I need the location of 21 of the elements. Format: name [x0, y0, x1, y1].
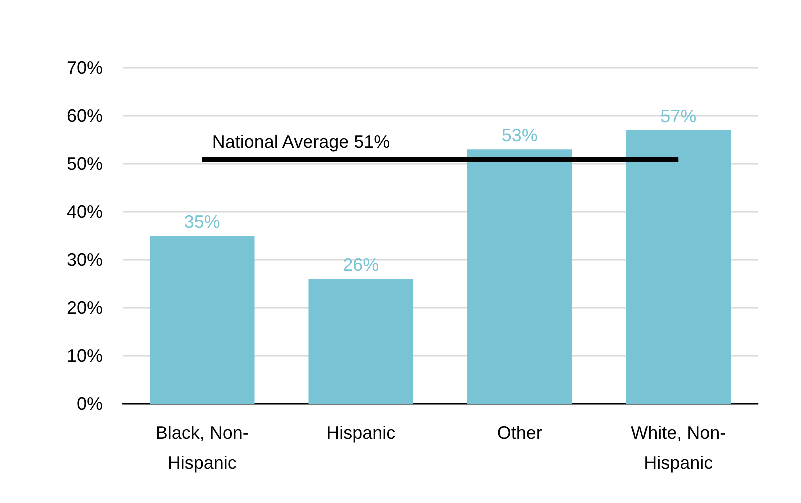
y-tick-label: 10% — [66, 346, 103, 366]
data-label: 26% — [343, 255, 380, 276]
bar — [467, 150, 572, 404]
x-tick-label: Black, Non- Hispanic — [156, 423, 249, 473]
x-tick-label: Hispanic — [326, 423, 396, 443]
y-tick-label: 0% — [76, 394, 103, 414]
y-tick-label: 30% — [66, 250, 103, 270]
data-label: 57% — [660, 106, 697, 126]
y-tick-label: 20% — [66, 298, 103, 318]
bar — [626, 130, 732, 404]
ref-line-label: National Average 51% — [212, 132, 390, 152]
y-tick-label: 60% — [66, 106, 103, 126]
data-label: 35% — [184, 212, 220, 232]
x-tick-label: White, Non- Hispanic — [631, 423, 726, 473]
bar — [150, 236, 255, 404]
bar — [308, 279, 414, 404]
x-tick-label: Other — [497, 423, 542, 443]
y-tick-label: 70% — [66, 58, 103, 78]
data-label: 53% — [502, 126, 538, 146]
y-tick-label: 50% — [66, 154, 103, 174]
y-tick-label: 40% — [66, 202, 103, 222]
